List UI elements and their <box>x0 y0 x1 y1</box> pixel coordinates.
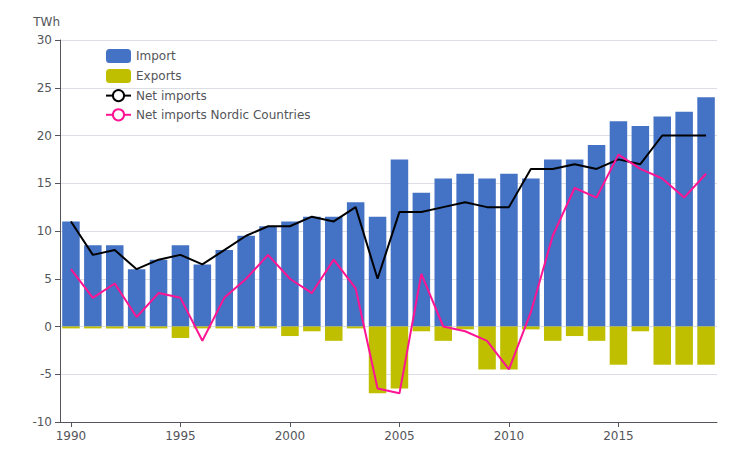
svg-text:-5: -5 <box>40 367 52 381</box>
svg-text:2015: 2015 <box>603 429 634 443</box>
svg-text:30: 30 <box>37 33 52 47</box>
svg-text:5: 5 <box>44 272 52 286</box>
svg-text:0: 0 <box>44 320 52 334</box>
svg-text:Net imports: Net imports <box>136 89 207 103</box>
svg-text:2010: 2010 <box>494 429 525 443</box>
svg-text:1990: 1990 <box>56 429 87 443</box>
svg-text:20: 20 <box>37 129 52 143</box>
svg-text:2005: 2005 <box>384 429 415 443</box>
svg-text:Exports: Exports <box>136 69 182 83</box>
svg-text:15: 15 <box>37 176 52 190</box>
svg-text:TWh: TWh <box>32 15 60 29</box>
svg-text:10: 10 <box>37 224 52 238</box>
svg-text:Net imports Nordic Countries: Net imports Nordic Countries <box>136 108 311 122</box>
svg-text:25: 25 <box>37 81 52 95</box>
svg-text:-10: -10 <box>32 415 52 429</box>
svg-text:1995: 1995 <box>165 429 196 443</box>
svg-text:2000: 2000 <box>275 429 306 443</box>
svg-text:Import: Import <box>136 49 176 63</box>
